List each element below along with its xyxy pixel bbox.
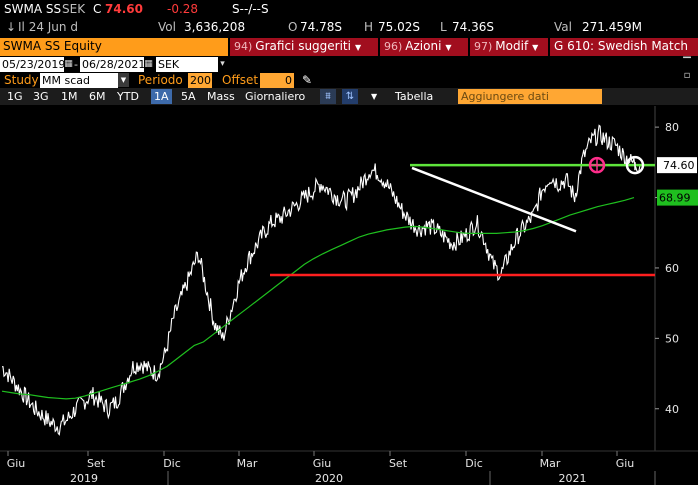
quote-vol: 3,636,208 [184,20,246,34]
quote-low: 74.36S [452,20,494,34]
retest-marker [625,155,645,175]
period-1g-button[interactable]: 1G [7,90,23,103]
menu-grafici-suggeriti[interactable]: 94) Grafici suggeriti ▼ [230,38,378,56]
menu-num: 97) [474,40,493,53]
chevron-down-icon[interactable]: ▼ [371,92,378,101]
frequency-dropdown[interactable]: Giornaliero [245,90,306,103]
menu-label: Grafici suggeriti [255,39,351,53]
down-arrow-icon: ↓ [6,20,17,34]
chart-type-icon[interactable]: ⩩ [320,89,336,104]
price-chart[interactable]: 4050607080GiuSetDicMarGiuSetDicMarGiu201… [0,106,698,485]
candle-chart-icon[interactable]: ⇅ [342,89,358,104]
calendar-icon[interactable]: ▦ [64,59,73,69]
x-tick-label: Mar [540,457,561,470]
pencil-icon[interactable]: ✎ [302,73,313,87]
quote-detail-bar: ↓ Il 24 Jun d Vol 3,636,208 O 74.78S H 7… [0,19,698,38]
last-price-label: 74.60 [663,159,695,172]
period-label: Periodo [138,73,183,87]
caret-down-icon: ▼ [445,43,452,52]
year-label: 2021 [559,472,587,485]
y-tick-label: 80 [665,121,679,134]
x-tick-label: Mar [237,457,258,470]
end-date-field[interactable]: 06/28/2021 [80,57,144,72]
period-3g-button[interactable]: 3G [33,90,49,103]
chart-svg: 4050607080GiuSetDicMarGiuSetDicMarGiu201… [0,106,698,485]
menu-chart-title[interactable]: G 610: Swedish Match [550,38,698,56]
start-date-field[interactable]: 05/23/2019 [0,57,64,72]
x-tick-label: Giu [313,457,332,470]
y-tick-label: 40 [665,403,679,416]
moving-average-line [1,197,635,400]
trendline [411,166,577,233]
tabella-button[interactable]: Tabella [395,90,434,103]
ma-badge [657,189,698,206]
year-label: 2019 [70,472,98,485]
year-label: 2020 [315,472,343,485]
quote-high-label: H [364,20,374,34]
period-1m-button[interactable]: 1M [61,90,78,103]
last-price-badge [657,157,697,174]
offset-field[interactable]: 0 [260,73,294,88]
security-field[interactable]: SWMA SS Equity [0,38,228,56]
quote-low-label: L [440,20,447,34]
quote-currency: SEK [62,2,86,16]
study-field[interactable]: MM scad [40,73,118,88]
quote-val: 271.459M [582,20,642,34]
period-5a-button[interactable]: 5A [181,90,196,103]
study-label: Study [4,73,39,87]
menu-num: 94) [234,40,253,53]
currency-dropdown-icon[interactable]: ▾ [220,59,225,69]
menu-num: 96) [384,40,403,53]
y-tick-label: 50 [665,332,679,345]
quote-open-label: O [288,20,298,34]
menu-azioni[interactable]: 96) Azioni ▼ [380,38,468,56]
menu-label: G 610: Swedish Match [554,39,688,53]
add-data-field[interactable]: Aggiungere dati [458,89,602,104]
range-dash: - [74,58,78,71]
menu-label: Modif [495,39,529,53]
chevron-down-icon[interactable]: ▼ [118,73,129,87]
period-ytd-button[interactable]: YTD [117,90,139,103]
period-mass-button[interactable]: Mass [207,90,235,103]
x-tick-label: Set [389,457,408,470]
restore-icon[interactable]: ▫ [683,70,691,81]
quote-open: 74.78S [300,20,342,34]
ma-value-label: 68.99 [659,192,691,205]
y-tick-label: 60 [665,262,679,275]
x-tick-label: Dic [465,457,483,470]
period-1a-button[interactable]: 1A [151,89,172,104]
toolbar: 1G 3G 1M 6M YTD 1A 5A Mass Giornaliero ⩩… [0,88,698,105]
quote-vol-label: Vol [158,20,176,34]
period-field[interactable]: 200 [188,73,212,88]
menu-label: Azioni [405,39,442,53]
side-toolbar: ▔ ▫ [680,58,694,82]
quote-ticker: SWMA SS [4,2,62,16]
x-tick-label: Dic [163,457,181,470]
caret-down-icon: ▼ [532,43,539,52]
quote-c-label: C [93,2,102,16]
x-tick-label: Set [87,457,106,470]
caret-down-icon: ▼ [354,43,362,52]
calendar-icon[interactable]: ▦ [144,59,153,69]
quote-high: 75.02S [378,20,420,34]
quote-date: Il 24 Jun d [18,20,78,34]
currency-field[interactable]: SEK [156,57,218,72]
quote-change: -0.28 [167,2,199,16]
x-tick-label: Giu [616,457,635,470]
period-6m-button[interactable]: 6M [89,90,106,103]
collapse-icon[interactable]: ▔ [683,58,691,69]
menu-modif[interactable]: 97) Modif ▼ [470,38,548,56]
x-tick-label: Giu [7,457,26,470]
price-line [2,124,641,436]
quote-val-label: Val [554,20,572,34]
study-bar: Study MM scad ▼ Periodo 200 Offset 0 ✎ [0,72,698,88]
offset-label: Offset [222,73,259,87]
quote-bid-ask: S--/--S [232,2,269,16]
date-range-bar: 05/23/2019 ▦ - 06/28/2021 ▦ SEK ▾ [0,57,698,73]
quote-last-price: 74.60 [105,2,143,16]
menu-bar: SWMA SS Equity 94) Grafici suggeriti ▼ 96)… [0,38,698,56]
quote-bar: SWMA SS SEK C 74.60 -0.28 S--/--S [0,0,698,19]
